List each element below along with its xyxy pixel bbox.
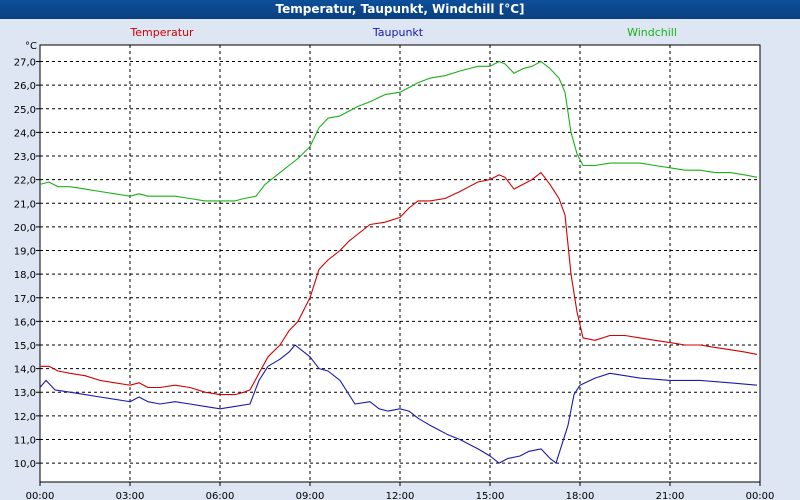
y-tick-label: 27,0 [14,58,36,69]
chart-title: Temperatur, Taupunkt, Windchill [°C] [0,0,800,19]
chart: °C 27,0 26,0 25,0 24,0 23,0 22,0 21,0 20,0 19,0 1… [0,19,800,500]
x-tick-time: 03:00 [116,491,145,500]
y-tick-label: 10,0 [14,459,36,470]
grid [40,45,760,482]
y-tick-label: 20,0 [14,223,36,234]
y-tick-label: 16,0 [14,317,36,328]
y-tick-label: 26,0 [14,81,36,92]
y-tick-label: 23,0 [14,152,36,163]
legend-temperatur: Temperatur [129,26,194,39]
series-line-taupunkt [39,344,758,464]
legend-windchill: Windchill [627,26,677,39]
y-tick-label: 12,0 [14,412,36,423]
y-tick-label: 13,0 [14,388,36,399]
y-tick-label: 15,0 [14,341,36,352]
y-axis-ticks: 27,0 26,0 25,0 24,0 23,0 22,0 21,0 20,0 19,0 18,0… [14,58,40,470]
series-line-windchill [39,60,758,202]
x-tick-time: 12:00 [386,491,415,500]
y-tick-label: 14,0 [14,365,36,376]
y-tick-label: 11,0 [14,435,36,446]
x-tick-time: 06:00 [206,491,235,500]
series-lines [39,60,758,464]
x-tick-time: 00:00 [26,491,55,500]
x-tick-time: 00:00 [746,491,775,500]
x-tick-time: 15:00 [476,491,505,500]
y-tick-label: 24,0 [14,128,36,139]
x-tick-time: 18:00 [566,491,595,500]
legend: Temperatur Taupunkt Windchill [129,26,677,39]
y-tick-label: 18,0 [14,270,36,281]
x-tick-time: 09:00 [296,491,325,500]
y-tick-label: 21,0 [14,199,36,210]
y-tick-label: 19,0 [14,247,36,258]
x-axis-ticks: 00:0029.08.2503:0029.08.2506:0029.08.250… [26,482,775,500]
y-tick-label: 22,0 [14,176,36,187]
y-tick-label: 17,0 [14,294,36,305]
x-tick-time: 21:00 [656,491,685,500]
legend-taupunkt: Taupunkt [372,26,424,39]
y-axis-unit: °C [25,41,37,52]
y-tick-label: 25,0 [14,105,36,116]
series-line-temperatur [40,172,758,396]
